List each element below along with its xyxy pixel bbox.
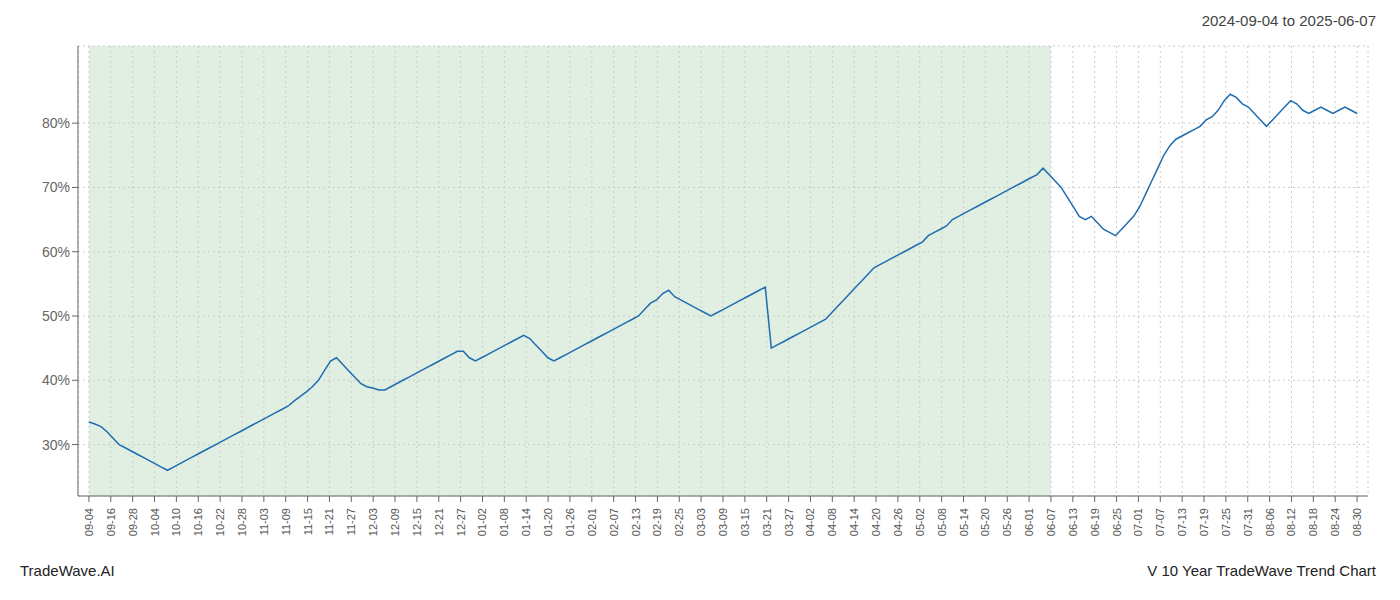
svg-text:03-09: 03-09 [717,508,729,536]
svg-text:04-08: 04-08 [826,508,838,536]
svg-text:06-01: 06-01 [1023,508,1035,536]
svg-text:06-25: 06-25 [1111,508,1123,536]
svg-text:12-09: 12-09 [389,508,401,536]
svg-text:09-16: 09-16 [105,508,117,536]
html-text:2024-09-04 to 2025-06-07: 2024-09-04 to 2025-06-07 [1201,12,1376,29]
svg-text:10-10: 10-10 [170,508,182,536]
svg-text:07-01: 07-01 [1132,508,1144,536]
svg-text:03-21: 03-21 [761,508,773,536]
svg-text:12-03: 12-03 [367,508,379,536]
svg-text:08-24: 08-24 [1329,508,1341,536]
svg-text:12-27: 12-27 [455,508,467,536]
svg-text:01-20: 01-20 [542,508,554,536]
svg-text:09-28: 09-28 [127,508,139,536]
svg-text:01-14: 01-14 [520,508,532,536]
svg-text:02-13: 02-13 [630,508,642,536]
svg-text:10-16: 10-16 [192,508,204,536]
svg-text:02-25: 02-25 [673,508,685,536]
svg-text:11-21: 11-21 [323,508,335,535]
svg-text:05-08: 05-08 [936,508,948,536]
svg-text:01-02: 01-02 [476,508,488,536]
svg-text:02-07: 02-07 [608,508,620,536]
svg-text:10-22: 10-22 [214,508,226,536]
svg-text:11-03: 11-03 [258,508,270,535]
svg-text:03-15: 03-15 [739,508,751,536]
svg-text:70%: 70% [42,179,70,195]
html-text:V 10 Year TradeWave Trend Char: V 10 Year TradeWave Trend Chart [1147,562,1376,579]
svg-text:07-25: 07-25 [1220,508,1232,536]
svg-text:01-26: 01-26 [564,508,576,536]
svg-text:07-31: 07-31 [1242,508,1254,536]
svg-text:04-14: 04-14 [848,508,860,536]
svg-text:03-03: 03-03 [695,508,707,536]
svg-text:04-26: 04-26 [892,508,904,536]
svg-text:05-20: 05-20 [979,508,991,536]
svg-text:40%: 40% [42,372,70,388]
svg-text:06-19: 06-19 [1089,508,1101,536]
svg-text:06-13: 06-13 [1067,508,1079,536]
svg-text:05-26: 05-26 [1001,508,1013,536]
svg-text:07-07: 07-07 [1154,508,1166,536]
svg-text:30%: 30% [42,437,70,453]
svg-text:50%: 50% [42,308,70,324]
svg-text:10-04: 10-04 [149,508,161,536]
svg-text:06-07: 06-07 [1045,508,1057,536]
svg-text:04-02: 04-02 [804,508,816,536]
html-text:TradeWave.AI: TradeWave.AI [20,562,115,579]
svg-text:05-14: 05-14 [958,508,970,536]
svg-text:12-21: 12-21 [433,508,445,536]
svg-text:04-20: 04-20 [870,508,882,536]
svg-text:05-02: 05-02 [914,508,926,536]
svg-text:01-08: 01-08 [498,508,510,536]
svg-text:08-30: 08-30 [1351,508,1363,536]
svg-text:02-19: 02-19 [651,508,663,536]
svg-text:60%: 60% [42,244,70,260]
svg-text:08-06: 08-06 [1264,508,1276,536]
svg-text:10-28: 10-28 [236,508,248,536]
svg-text:09-04: 09-04 [83,508,95,536]
svg-text:03-27: 03-27 [783,508,795,536]
svg-text:80%: 80% [42,115,70,131]
svg-text:02-01: 02-01 [586,508,598,536]
svg-text:11-15: 11-15 [302,508,314,535]
svg-text:08-12: 08-12 [1285,508,1297,536]
svg-text:07-19: 07-19 [1198,508,1210,536]
svg-text:11-09: 11-09 [280,508,292,535]
svg-text:11-27: 11-27 [345,508,357,535]
svg-text:07-13: 07-13 [1176,508,1188,536]
svg-text:08-18: 08-18 [1307,508,1319,536]
svg-text:12-15: 12-15 [411,508,423,536]
